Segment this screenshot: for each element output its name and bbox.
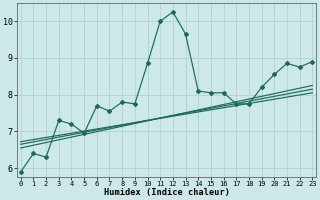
X-axis label: Humidex (Indice chaleur): Humidex (Indice chaleur) [104, 188, 229, 197]
